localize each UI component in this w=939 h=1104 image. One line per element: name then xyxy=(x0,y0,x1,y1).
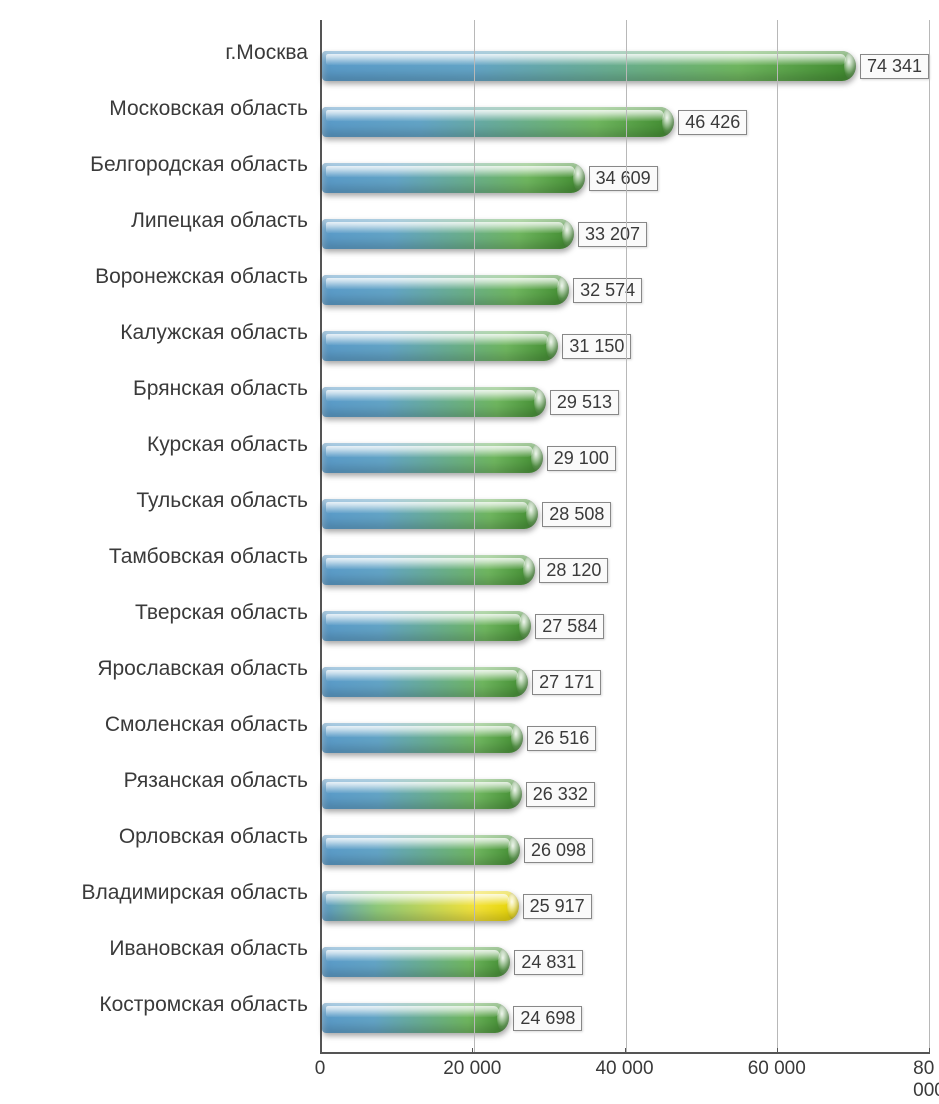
y-axis-labels: г.МоскваМосковская областьБелгородская о… xyxy=(10,20,320,1084)
category-label: Тамбовская область xyxy=(10,542,320,598)
bar-endcap xyxy=(573,164,585,192)
x-tick-label: 20 000 xyxy=(443,1058,501,1080)
bar-endcap xyxy=(510,780,522,808)
bar-endcap xyxy=(498,948,510,976)
value-badge: 33 207 xyxy=(578,222,647,247)
bar xyxy=(322,835,520,865)
value-badge: 34 609 xyxy=(589,166,658,191)
category-label: Брянская область xyxy=(10,374,320,430)
bar-endcap xyxy=(557,276,569,304)
bar xyxy=(322,163,585,193)
bar-endcap xyxy=(507,892,519,920)
value-badge: 28 120 xyxy=(539,558,608,583)
gridline xyxy=(777,20,778,1052)
bar xyxy=(322,275,569,305)
bar-endcap xyxy=(662,108,674,136)
plot-area: 74 341 46 426 34 609 33 207 32 574 31 150 29 5… xyxy=(320,20,929,1054)
value-badge: 27 584 xyxy=(535,614,604,639)
value-badge: 29 513 xyxy=(550,390,619,415)
x-axis: 020 00040 00060 00080 000 xyxy=(320,1054,929,1084)
bar xyxy=(322,947,510,977)
bar-endcap xyxy=(508,836,520,864)
bar xyxy=(322,219,574,249)
value-badge: 46 426 xyxy=(678,110,747,135)
category-label: Владимирская область xyxy=(10,878,320,934)
gridline xyxy=(929,20,930,1052)
bar xyxy=(322,555,535,585)
bar-endcap xyxy=(516,668,528,696)
category-label: Белгородская область xyxy=(10,150,320,206)
gridline xyxy=(626,20,627,1052)
value-badge: 26 098 xyxy=(524,838,593,863)
category-label: г.Москва xyxy=(10,38,320,94)
chart-body: г.МоскваМосковская областьБелгородская о… xyxy=(10,20,929,1084)
x-tick-mark xyxy=(777,1048,778,1054)
bar xyxy=(322,723,523,753)
value-badge: 31 150 xyxy=(562,334,631,359)
bar-endcap xyxy=(844,52,856,80)
value-badge: 26 516 xyxy=(527,726,596,751)
value-badge: 29 100 xyxy=(547,446,616,471)
category-label: Липецкая область xyxy=(10,206,320,262)
bar xyxy=(322,611,531,641)
bar-endcap xyxy=(562,220,574,248)
bar-endcap xyxy=(526,500,538,528)
category-label: Тульская область xyxy=(10,486,320,542)
category-label: Калужская область xyxy=(10,318,320,374)
category-label: Ивановская область xyxy=(10,934,320,990)
x-tick-label: 80 000 xyxy=(913,1058,939,1102)
bar xyxy=(322,499,538,529)
value-badge: 24 831 xyxy=(514,950,583,975)
bar-endcap xyxy=(531,444,543,472)
bar-endcap xyxy=(519,612,531,640)
bar xyxy=(322,1003,509,1033)
x-tick-label: 0 xyxy=(315,1058,326,1080)
chart-container: г.МоскваМосковская областьБелгородская о… xyxy=(10,20,929,1084)
x-tick-label: 40 000 xyxy=(595,1058,653,1080)
bar xyxy=(322,667,528,697)
value-badge: 27 171 xyxy=(532,670,601,695)
value-badge: 74 341 xyxy=(860,54,929,79)
x-tick-mark xyxy=(625,1048,626,1054)
value-badge: 32 574 xyxy=(573,278,642,303)
bar xyxy=(322,779,522,809)
bar xyxy=(322,107,674,137)
category-label: Рязанская область xyxy=(10,766,320,822)
category-label: Московская область xyxy=(10,94,320,150)
category-label: Костромская область xyxy=(10,990,320,1046)
bar-endcap xyxy=(497,1004,509,1032)
bar xyxy=(322,387,546,417)
category-label: Смоленская область xyxy=(10,710,320,766)
bar-endcap xyxy=(511,724,523,752)
x-tick-mark xyxy=(472,1048,473,1054)
x-tick-label: 60 000 xyxy=(748,1058,806,1080)
category-label: Воронежская область xyxy=(10,262,320,318)
bar xyxy=(322,891,519,921)
x-tick-mark xyxy=(929,1048,930,1054)
value-badge: 24 698 xyxy=(513,1006,582,1031)
bar-endcap xyxy=(534,388,546,416)
bar xyxy=(322,331,558,361)
value-badge: 26 332 xyxy=(526,782,595,807)
category-label: Орловская область xyxy=(10,822,320,878)
bar-endcap xyxy=(546,332,558,360)
category-label: Ярославская область xyxy=(10,654,320,710)
category-label: Курская область xyxy=(10,430,320,486)
category-label: Тверская область xyxy=(10,598,320,654)
value-badge: 25 917 xyxy=(523,894,592,919)
value-badge: 28 508 xyxy=(542,502,611,527)
gridline xyxy=(474,20,475,1052)
bar xyxy=(322,51,856,81)
plot-column: 74 341 46 426 34 609 33 207 32 574 31 150 29 5… xyxy=(320,20,929,1084)
x-tick-mark xyxy=(320,1048,321,1054)
bar-endcap xyxy=(523,556,535,584)
bar xyxy=(322,443,543,473)
